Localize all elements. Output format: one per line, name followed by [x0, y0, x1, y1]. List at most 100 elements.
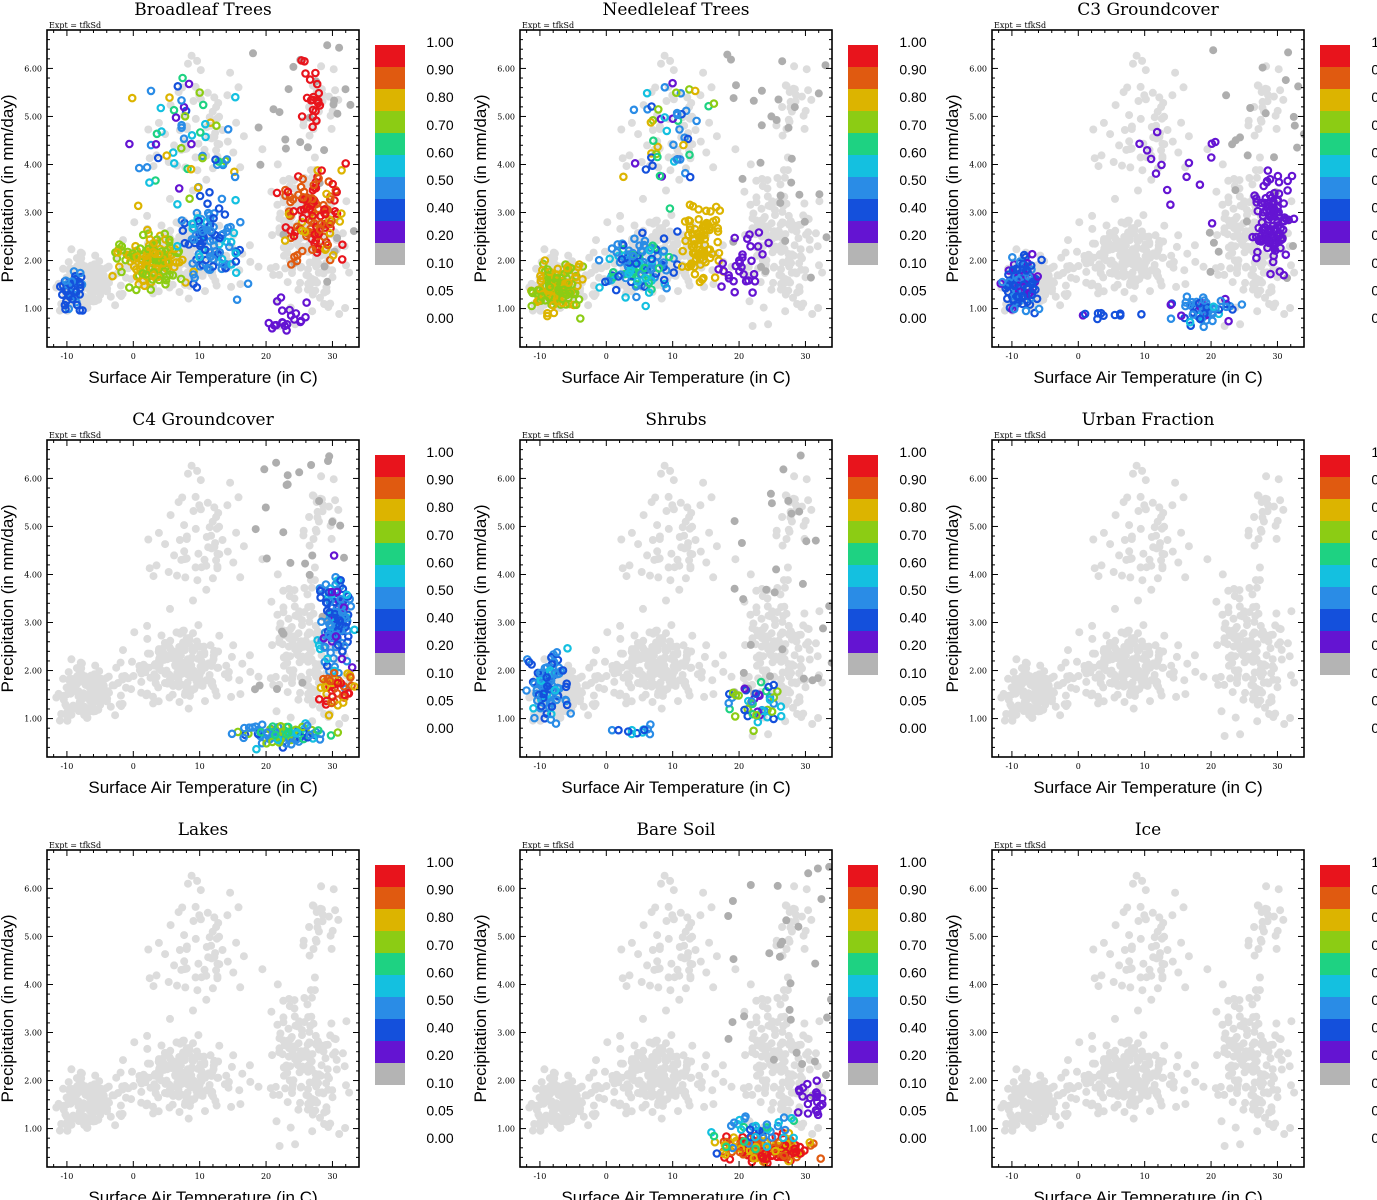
bg-point — [215, 140, 224, 149]
bg-point — [778, 103, 787, 111]
data-point — [165, 93, 174, 102]
data-point — [276, 721, 286, 731]
bg-point — [1159, 253, 1168, 262]
bg-point — [305, 668, 314, 677]
bg-point — [122, 683, 130, 692]
bg-point — [658, 224, 667, 232]
data-point — [671, 88, 681, 98]
bg-point — [1123, 218, 1132, 227]
bg-point — [215, 550, 224, 559]
data-point — [316, 219, 326, 228]
bg-point — [163, 679, 172, 688]
bg-point — [790, 241, 799, 250]
bg-point-dark — [800, 217, 809, 226]
colorbar-label: 0.80 — [426, 499, 453, 515]
bg-point — [103, 694, 112, 703]
bg-point — [1179, 83, 1188, 92]
bg-point — [748, 322, 757, 330]
bg-point — [212, 114, 221, 123]
bg-point — [161, 540, 170, 549]
data-point — [692, 116, 701, 126]
bg-point — [1082, 267, 1091, 276]
data-point — [1274, 207, 1284, 217]
bg-point — [770, 262, 779, 271]
colorbar-label: 0.20 — [899, 227, 926, 243]
data-point — [649, 136, 658, 146]
bg-point — [280, 661, 288, 670]
data-point — [1110, 310, 1120, 320]
colorbar-swatch — [848, 111, 878, 133]
bg-point — [157, 631, 166, 640]
bg-point — [597, 264, 606, 273]
bg-point — [232, 528, 241, 537]
bg-point — [85, 672, 94, 681]
data-point — [648, 161, 657, 171]
colorbar-swatch — [375, 155, 405, 177]
data-point — [280, 236, 290, 245]
bg-point — [345, 268, 354, 277]
data-point — [142, 163, 152, 172]
data-point — [694, 215, 704, 224]
data-point — [335, 217, 345, 226]
bg-point — [213, 562, 222, 571]
data-point — [325, 676, 335, 686]
bg-point-dark — [1209, 46, 1218, 55]
bg-point-dark — [283, 480, 292, 489]
bg-point — [232, 118, 241, 127]
bg-point — [334, 505, 343, 514]
bg-point-dark — [1228, 140, 1237, 149]
y-axis-label: Precipitation (in mm/day) — [0, 94, 17, 282]
data-point — [136, 244, 145, 253]
data-point — [1177, 311, 1186, 321]
data-point — [1004, 270, 1013, 280]
data-point — [300, 227, 310, 237]
bg-point-dark — [324, 457, 332, 465]
colorbar-swatch — [375, 89, 405, 111]
data-point — [203, 263, 212, 273]
data-point — [149, 238, 159, 248]
bg-point — [786, 278, 795, 287]
data-point — [143, 225, 152, 235]
bg-point — [149, 572, 158, 581]
data-point — [707, 249, 717, 259]
data-point — [195, 191, 205, 201]
y-tick-label: 5.00 — [969, 112, 987, 121]
bg-point — [795, 259, 804, 268]
bg-point — [309, 609, 318, 618]
data-point — [1182, 172, 1191, 182]
data-point — [1270, 246, 1280, 255]
data-point — [308, 122, 317, 132]
bg-point — [745, 297, 754, 306]
data-point — [1283, 176, 1293, 186]
bg-point — [705, 118, 714, 127]
bg-point-dark — [336, 521, 345, 530]
bg-point — [1152, 134, 1161, 143]
bg-point — [1116, 251, 1125, 259]
data-point — [298, 193, 308, 202]
bg-point — [1129, 294, 1138, 303]
data-point — [1195, 314, 1205, 324]
bg-point — [813, 242, 822, 251]
data-point — [641, 273, 651, 283]
data-point — [178, 226, 188, 235]
bg-point — [290, 602, 299, 611]
bg-point — [778, 258, 787, 267]
bg-point — [1111, 194, 1119, 203]
bg-point — [699, 68, 708, 77]
bg-point — [341, 304, 350, 312]
bg-point — [1138, 56, 1147, 65]
data-point — [177, 96, 186, 105]
data-point — [1266, 269, 1275, 279]
bg-point — [1069, 264, 1078, 273]
data-point — [277, 306, 287, 315]
bg-point — [197, 270, 205, 279]
y-tick-label: 6.00 — [24, 64, 42, 73]
data-point — [537, 292, 546, 301]
bg-point — [185, 634, 194, 642]
y-tick-label: 1.00 — [497, 305, 515, 314]
bg-point — [1228, 278, 1237, 287]
bg-point — [709, 280, 718, 289]
plot-frame — [519, 29, 833, 348]
bg-point — [1097, 263, 1106, 272]
colorbar-swatch — [848, 155, 878, 177]
